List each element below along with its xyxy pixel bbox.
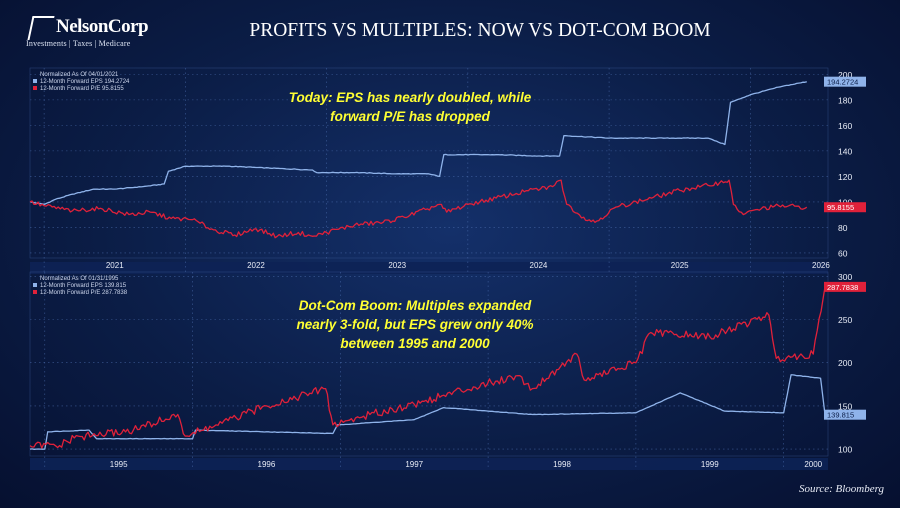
x-tick-label: 1999 xyxy=(701,460,719,469)
pe-last-value-tag-bg xyxy=(824,202,866,213)
eps-last-value-tag-bg xyxy=(824,76,866,87)
top-annotation: Today: EPS has nearly doubled, while for… xyxy=(240,88,580,126)
legend-entry: 12-Month Forward EPS 139.815 xyxy=(40,283,127,289)
x-tick-label: 2026 xyxy=(812,261,830,270)
pe-line xyxy=(29,179,808,239)
plot-frame xyxy=(29,271,829,457)
y-tick-label: 160 xyxy=(838,121,852,131)
y-tick-label: 300 xyxy=(838,272,852,282)
eps-last-value-tag: 139.815 xyxy=(827,411,854,420)
x-tick-label: 2021 xyxy=(106,261,124,270)
bottom-annotation-line-2: nearly 3-fold, but EPS grew only 40% xyxy=(296,317,534,332)
pe-last-value-tag-bg xyxy=(824,281,866,292)
nelsoncorp-logo: NelsonCorp Investments | Taxes | Medicar… xyxy=(24,12,154,52)
chart-top: 6080100120140160180200202120222023202420… xyxy=(29,67,866,274)
x-tick-label: 2000 xyxy=(804,460,822,469)
bottom-annotation-line-1: Dot-Com Boom: Multiples expanded xyxy=(298,298,532,313)
y-tick-label: 180 xyxy=(838,95,852,105)
source-note: Source: Bloomberg xyxy=(798,483,884,495)
chart-bottom: 100 150 200 250 300 1995 1996 1997 1998 1999 2000 N… xyxy=(29,271,866,470)
page-title: PROFITS VS MULTIPLES: NOW VS DOT-COM BOO… xyxy=(249,20,711,41)
legend-swatch xyxy=(33,290,37,294)
y-tick-label: 200 xyxy=(838,358,852,368)
logo-name: NelsonCorp xyxy=(56,16,149,37)
legend-entry: 12-Month Forward P/E 287.7838 xyxy=(40,290,128,296)
bottom-annotation: Dot-Com Boom: Multiples expanded nearly … xyxy=(235,296,595,353)
legend-entry: Normalized As Of 01/31/1995 xyxy=(40,276,119,282)
legend-entry: 12-Month Forward EPS 194.2724 xyxy=(40,79,130,85)
x-tick-label: 1998 xyxy=(553,460,571,469)
legend-entry: 12-Month Forward P/E 95.8155 xyxy=(40,86,124,92)
y-tick-label: 60 xyxy=(838,248,848,258)
x-tick-label: 2023 xyxy=(388,261,406,270)
pe-last-value-tag: 287.7838 xyxy=(827,283,858,292)
x-tick-label: 1997 xyxy=(405,460,423,469)
eps-line xyxy=(29,374,826,450)
x-tick-label: 1996 xyxy=(258,460,276,469)
top-annotation-line-1: Today: EPS has nearly doubled, while xyxy=(288,90,532,105)
logo-tagline: Investments | Taxes | Medicare xyxy=(26,39,131,48)
pe-last-value-tag: 95.8155 xyxy=(827,203,854,212)
x-axis-bar xyxy=(30,262,828,274)
plot-frame xyxy=(29,67,829,259)
y-tick-label: 140 xyxy=(838,146,852,156)
x-tick-label: 2025 xyxy=(671,261,689,270)
y-tick-label: 120 xyxy=(838,172,852,182)
y-tick-label: 250 xyxy=(838,315,852,325)
x-tick-label: 1995 xyxy=(110,460,128,469)
y-tick-label: 200 xyxy=(838,70,852,80)
top-annotation-line-2: forward P/E has dropped xyxy=(330,109,490,124)
bottom-annotation-line-3: between 1995 and 2000 xyxy=(340,336,490,351)
legend-swatch xyxy=(33,86,37,90)
eps-last-value-tag-bg xyxy=(824,409,866,420)
y-tick-label: 150 xyxy=(838,401,852,411)
x-tick-label: 2024 xyxy=(530,261,548,270)
y-tick-label: 80 xyxy=(838,223,848,233)
y-tick-label: 100 xyxy=(838,445,852,455)
legend-entry: Normalized As Of 04/01/2021 xyxy=(40,72,119,78)
legend-swatch xyxy=(33,79,37,83)
legend-swatch xyxy=(33,283,37,287)
x-tick-label: 2022 xyxy=(247,261,265,270)
pe-line xyxy=(29,286,826,449)
eps-last-value-tag: 194.2724 xyxy=(827,78,858,87)
eps-line xyxy=(29,81,807,206)
x-axis-bar xyxy=(30,458,828,470)
